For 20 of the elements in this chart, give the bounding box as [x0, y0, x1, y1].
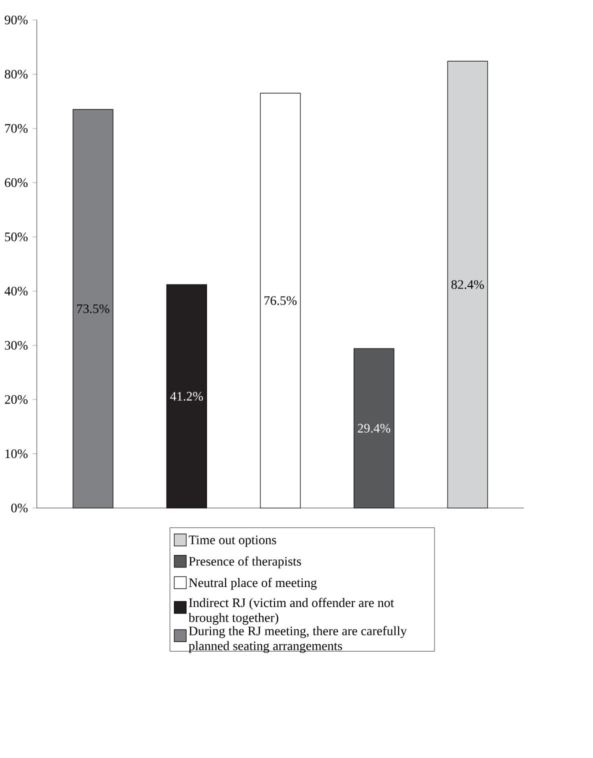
y-tick-label: 0% — [11, 504, 28, 512]
data-label: 41.2% — [170, 392, 203, 401]
legend-label: Presence of therapists — [188, 556, 302, 568]
data-label: 76.5% — [264, 296, 297, 305]
y-tick-label: 40% — [4, 286, 28, 296]
y-tick-label: 60% — [4, 178, 28, 188]
y-tick-label: 90% — [4, 16, 28, 24]
y-tick-label: 80% — [4, 70, 28, 79]
legend-label: Time out options — [188, 536, 276, 547]
y-tick-label: 50% — [5, 232, 28, 242]
data-label: 82.4% — [451, 280, 484, 289]
legend-label: Indirect RJ (victim and offender are not brought together) — [188, 598, 394, 625]
y-tick-label: 30% — [4, 340, 28, 350]
data-label: 73.5% — [77, 304, 110, 314]
y-tick-label: 10% — [5, 449, 28, 458]
y-tick-label: 70% — [5, 124, 28, 133]
legend-label: Neutral place of meeting — [188, 578, 317, 590]
legend-label: During the RJ meeting, there are carefully planned seating arrangements — [188, 626, 407, 653]
y-tick-label: 20% — [4, 395, 28, 404]
data-label: 29.4% — [358, 424, 390, 433]
